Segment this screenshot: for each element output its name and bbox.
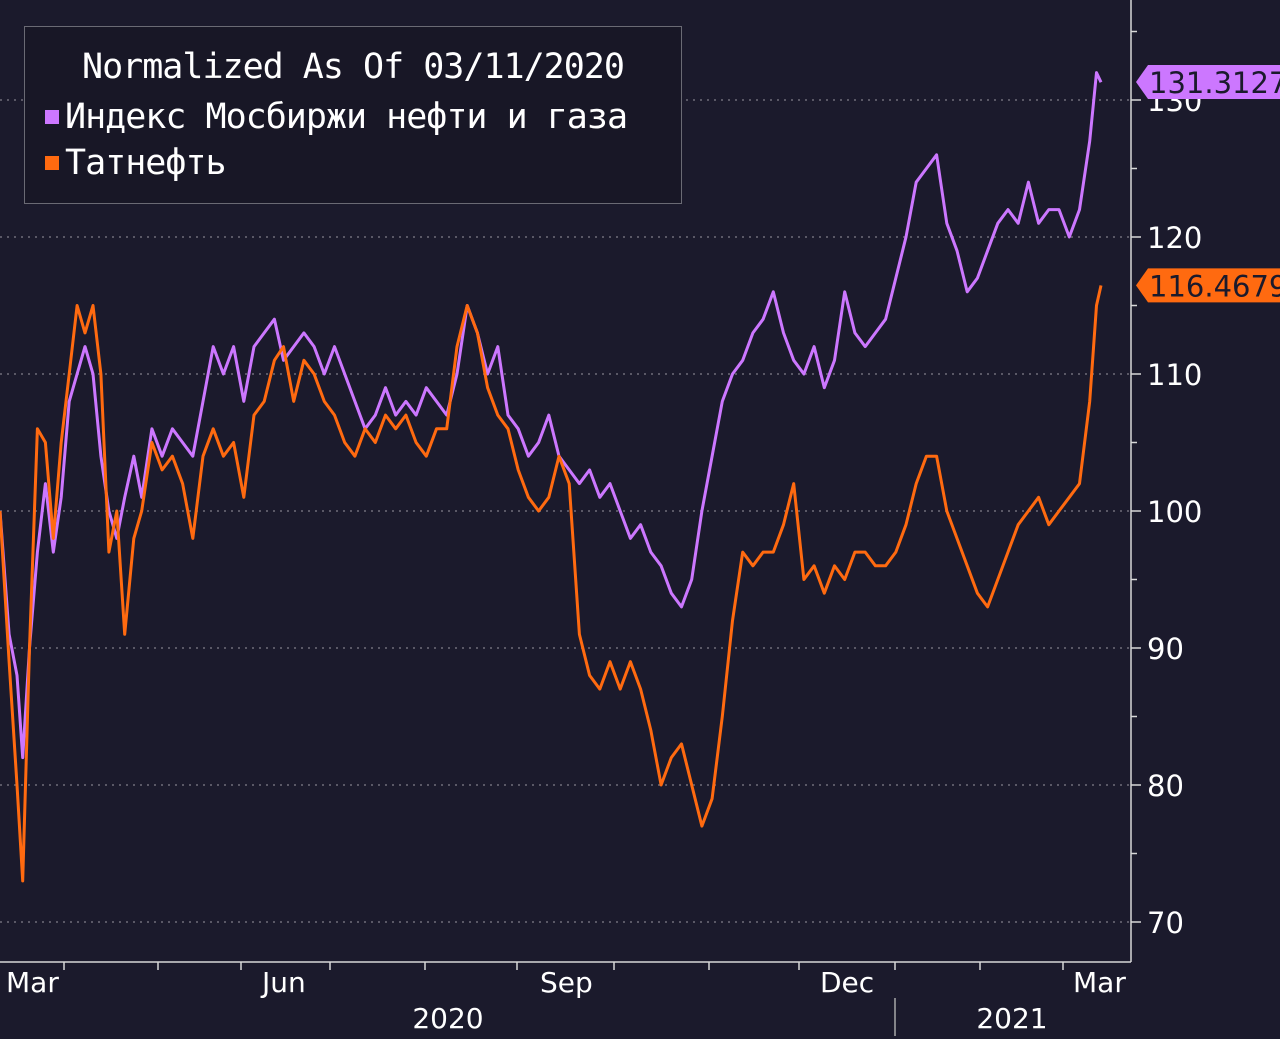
legend-label-index: Индекс Мосбиржи нефти и газа: [65, 97, 628, 137]
legend-item-index: Индекс Мосбиржи нефти и газа: [45, 97, 628, 137]
legend-swatch-index: [45, 110, 59, 124]
x-tick-label: Mar: [1073, 966, 1126, 999]
chart-title: Normalized As Of 03/11/2020: [82, 47, 625, 87]
last-value-tag: [1136, 65, 1280, 100]
x-tick-label: Jun: [260, 966, 306, 999]
series-line-index: [0, 71, 1103, 760]
legend-swatch-tatneft: [45, 156, 59, 170]
last-value-label: 131.3127: [1149, 66, 1280, 100]
x-year-label: 2020: [412, 1002, 483, 1035]
x-tick-label: Mar: [6, 966, 59, 999]
y-tick-label: 80: [1147, 769, 1184, 803]
last-value-label: 116.4679: [1149, 269, 1280, 303]
legend-label-tatneft: Татнефть: [65, 143, 227, 183]
y-tick-label: 100: [1147, 495, 1202, 529]
y-tick-label: 90: [1147, 632, 1184, 666]
legend: Normalized As Of 03/11/2020 Индекс Мосби…: [24, 26, 682, 204]
y-tick-label: 110: [1147, 358, 1202, 392]
series-line-tatneft: [0, 285, 1103, 883]
x-tick-label: Dec: [820, 966, 874, 999]
x-year-label: 2021: [976, 1002, 1047, 1035]
y-tick-label: 120: [1147, 221, 1202, 255]
y-tick-label: 70: [1147, 906, 1184, 940]
x-tick-label: Sep: [540, 966, 593, 999]
legend-item-tatneft: Татнефть: [45, 143, 227, 183]
last-value-tag: [1136, 268, 1280, 303]
